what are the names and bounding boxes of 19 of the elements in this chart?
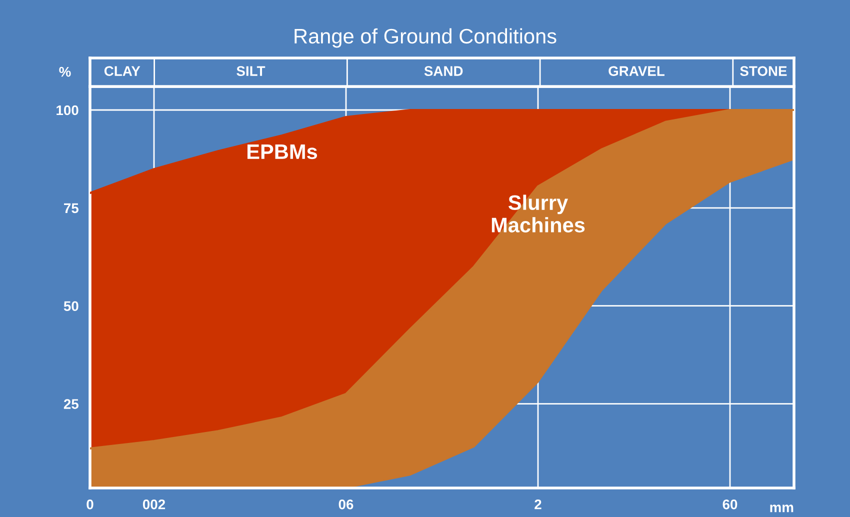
x-axis-title: mm [770, 504, 794, 512]
y-tick-label: 75 [64, 203, 79, 214]
x-tick-label: 60 [722, 499, 738, 510]
chart-title: Range of Ground Conditions [294, 28, 556, 48]
text: GRAVEL [608, 66, 664, 76]
text: STONE [740, 66, 787, 76]
x-tick-label: 06 [338, 499, 354, 510]
y-tick-label: 100 [56, 105, 78, 116]
text: CLAY [104, 66, 140, 76]
x-tick-label: 002 [142, 499, 166, 510]
text: SAND [424, 66, 463, 76]
text: SILT [236, 66, 266, 76]
series-label: Slurry Machines [492, 194, 585, 232]
y-tick-label: 50 [64, 301, 78, 312]
x-tick-label: 2 [534, 499, 542, 510]
series-label: EPBMs [248, 144, 318, 160]
x-tick-label: 0 [86, 499, 94, 510]
y-axis-title: % [59, 66, 71, 77]
y-tick-label: 25 [64, 399, 79, 409]
